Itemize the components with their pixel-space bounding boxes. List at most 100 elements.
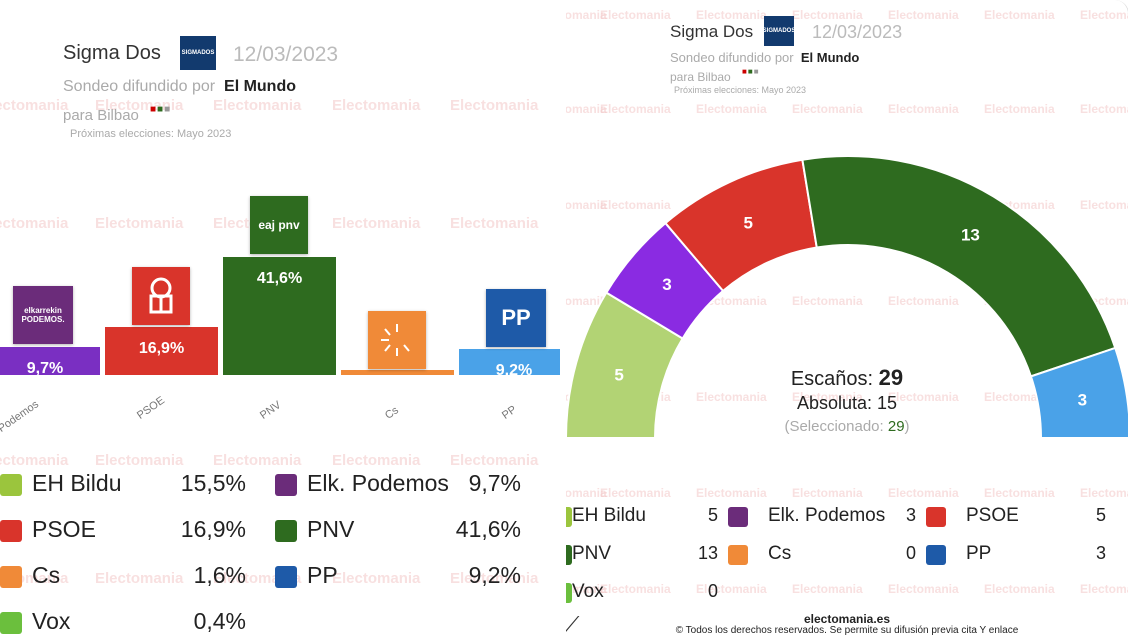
watermark: Electomania — [95, 97, 184, 114]
legend-party-value: 0 — [707, 581, 718, 601]
published-by: Sondeo difundido por El Mundo — [670, 50, 860, 65]
vox-icon — [566, 583, 572, 603]
watermark: Electomania — [566, 582, 607, 596]
watermark: Electomania — [450, 215, 539, 232]
tick-label: Podemos — [0, 398, 41, 435]
watermark: Electomania — [600, 8, 671, 22]
watermark: Electomania — [1080, 198, 1128, 212]
watermark: Electomania — [888, 102, 959, 116]
bar-chart-panel: Electomania Electomania Electomania Electom… — [0, 0, 560, 642]
cs-icon — [728, 545, 748, 565]
seat-segment-pp — [1029, 346, 1128, 439]
legend-party-value: 5 — [1095, 505, 1106, 525]
watermark: Electomania — [792, 390, 863, 404]
poll-date: 12/03/2023 — [233, 43, 339, 66]
legend-party-name: PSOE — [966, 505, 1019, 526]
watermark: Electomania — [984, 8, 1055, 22]
legend-party-name: PP — [307, 562, 338, 588]
bildu-icon — [566, 507, 572, 527]
seat-value-label: 5 — [614, 365, 623, 384]
legend-party-value: 3 — [905, 505, 916, 525]
legend-party-value: 3 — [1095, 543, 1106, 563]
watermark: Electomania — [696, 102, 767, 116]
sigmados-logo: SIGMADOS — [180, 36, 216, 70]
seat-value-label: 5 — [744, 213, 753, 232]
bildu-icon — [0, 474, 22, 496]
legend-party-name: PP — [966, 543, 992, 564]
bar-value-label: 16,9% — [138, 340, 185, 358]
legend-party-name: Vox — [572, 581, 604, 602]
watermark: Electomania — [450, 97, 539, 114]
pp-icon — [275, 566, 297, 588]
watermark: Electomania — [792, 582, 863, 596]
watermark: Electomania — [566, 294, 607, 308]
legend-party-value: 13 — [697, 543, 718, 563]
watermark: Electomania — [1080, 8, 1128, 22]
legend-party-name: PNV — [307, 516, 355, 542]
seats-chart-panel: ElectomaniaElectomaniaElectomaniaElectom… — [566, 0, 1128, 642]
watermark: Electomania — [984, 486, 1055, 500]
watermark: Electomania — [95, 215, 184, 232]
watermark: Electomania — [600, 486, 671, 500]
tick-label: PNV — [258, 399, 284, 422]
city-line: para Bilbao — [670, 70, 731, 84]
pnv-icon — [566, 545, 572, 565]
media-name: El Mundo — [800, 50, 860, 65]
psoe-rose-icon — [132, 267, 190, 325]
legend-party-name: PSOE — [32, 516, 96, 542]
city-line: para Bilbao — [63, 107, 139, 124]
watermark: Electomania — [1080, 486, 1128, 500]
cs-icon — [0, 566, 22, 588]
pollster-name: Sigma Dos — [63, 42, 161, 64]
legend-party-value: 41,6% — [455, 516, 521, 542]
cs-logo-icon — [368, 311, 426, 369]
legend-party-value: 5 — [707, 505, 718, 525]
bar-value-label: 41,6% — [256, 270, 303, 287]
legend-party-name: Cs — [32, 562, 61, 588]
watermark: Electomania — [1080, 582, 1128, 596]
legend-party-name: PNV — [572, 543, 612, 564]
legend-party-value: 15,5% — [180, 470, 246, 496]
media-name: El Mundo — [224, 78, 296, 95]
watermark: Electomania — [696, 8, 767, 22]
hemicycle-chart: 5 3 5 13 3 — [566, 155, 1128, 439]
legend-party-value: 0 — [905, 543, 916, 563]
watermark: Electomania — [566, 102, 607, 116]
podemos-icon — [275, 474, 297, 496]
watermark: Electomania — [566, 486, 607, 500]
watermark: Electomania — [600, 102, 671, 116]
psoe-icon — [926, 507, 946, 527]
legend-party-name: Vox — [32, 608, 71, 634]
legend-party-value: 9,7% — [468, 470, 521, 496]
watermark: Electomania — [888, 294, 959, 308]
bar-pp — [459, 348, 560, 375]
vox-icon — [0, 612, 22, 634]
watermark: Electomania — [566, 8, 607, 22]
watermark: Electomania — [1080, 102, 1128, 116]
bar-value-label: 9,2% — [495, 361, 533, 379]
bar-podemos — [0, 347, 100, 375]
seat-value-label: 13 — [961, 225, 980, 244]
watermark: Electomania — [566, 198, 607, 212]
watermark: Electomania — [792, 8, 863, 22]
seat-segment-pnv — [801, 155, 1117, 378]
seats-total: Escaños: 29 — [790, 365, 904, 390]
podemos-logo: elkarrekin PODEMOS. — [13, 286, 73, 344]
watermark: Electomania — [332, 452, 421, 469]
electomania-logo-icon: ⟋ — [566, 612, 579, 638]
watermark: Electomania — [888, 390, 959, 404]
watermark: Electomania — [450, 570, 539, 587]
bilbao-flag-icon: ■■■ — [150, 104, 172, 115]
podemos-icon — [728, 507, 748, 527]
footer-site: electomania.es — [803, 612, 891, 626]
bar-cs — [341, 370, 454, 375]
bar-value-label: 9,7% — [26, 360, 64, 378]
watermark: Electomania — [792, 486, 863, 500]
watermark: Electomania — [332, 97, 421, 114]
watermark: Electomania — [888, 486, 959, 500]
footer-rights: © Todos los derechos reservados. Se perm… — [675, 625, 1019, 636]
tick-label: PP — [500, 403, 519, 422]
watermark: Electomania — [332, 570, 421, 587]
psoe-icon — [0, 520, 22, 542]
watermark: Electomania — [213, 97, 302, 114]
